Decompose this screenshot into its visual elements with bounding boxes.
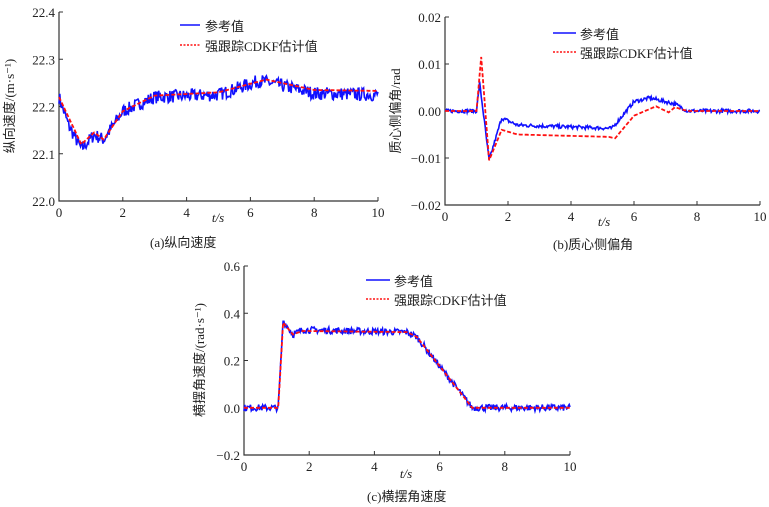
x-tick-label: 2	[505, 209, 512, 224]
y-tick-label: 22.0	[32, 194, 55, 209]
x-tick-label: 10	[564, 459, 577, 474]
series-reference-line	[58, 74, 379, 151]
x-tick-label: 6	[436, 459, 443, 474]
x-tick-label: 8	[502, 459, 509, 474]
series-estimate-line	[445, 56, 760, 161]
y-tick-label: 0.02	[418, 10, 441, 25]
y-tick-label: 0.4	[224, 306, 241, 321]
series-reference-line	[243, 320, 571, 415]
y-tick-label: −0.01	[411, 151, 441, 166]
caption-a: (a)纵向速度	[150, 235, 217, 250]
legend-c-estimate: 强跟踪CDKF估计值	[394, 293, 507, 308]
series-estimate-line	[244, 320, 570, 409]
legend-b-estimate: 强跟踪CDKF估计值	[580, 46, 693, 61]
y-tick-label: 0.01	[418, 57, 441, 72]
y-tick-label: −0.2	[216, 448, 240, 463]
x-tick-label: 4	[371, 459, 378, 474]
y-axis-label: 质心侧偏角/rad	[388, 68, 403, 154]
y-tick-label: 22.2	[32, 100, 55, 115]
y-tick-label: 0.2	[224, 354, 240, 369]
x-tick-label: 10	[754, 209, 767, 224]
x-tick-label: 2	[306, 459, 313, 474]
x-tick-label: 4	[183, 205, 190, 220]
x-tick-label: 0	[56, 205, 63, 220]
y-tick-label: 22.1	[32, 147, 55, 162]
y-tick-label: 0.00	[418, 104, 441, 119]
caption-c: (c)横摆角速度	[367, 489, 447, 504]
x-tick-label: 8	[694, 209, 701, 224]
y-tick-label: 22.3	[32, 52, 55, 67]
x-tick-label: 4	[568, 209, 575, 224]
x-tick-label: 6	[631, 209, 638, 224]
x-tick-label: 0	[442, 209, 449, 224]
y-axis-label: 横摆角速度/(rad·s⁻¹)	[192, 303, 207, 417]
y-tick-label: 0.0	[224, 401, 240, 416]
legend-c-reference: 参考值	[394, 274, 434, 289]
x-tick-label: 6	[247, 205, 254, 220]
y-axis-label: 纵向速度/(m·s⁻¹)	[2, 59, 17, 154]
x-axis-label: t/s	[212, 210, 224, 225]
chart-b: 0 2 4 6 8 10 −0.02 −0.01 0.00 0.01 0.02 t/s 质心侧偏角/ra…	[388, 10, 767, 229]
series-reference-line	[444, 81, 761, 160]
y-tick-label: 0.6	[224, 259, 241, 274]
x-tick-label: 0	[241, 459, 248, 474]
x-axis-label: t/s	[598, 214, 610, 229]
x-tick-label: 2	[120, 205, 127, 220]
series-estimate-line	[58, 78, 378, 146]
caption-b: (b)质心侧偏角	[553, 237, 634, 252]
legend-a-estimate: 强跟踪CDKF估计值	[205, 39, 318, 54]
y-tick-label: −0.02	[411, 198, 441, 213]
x-tick-label: 8	[311, 205, 318, 220]
legend-a-reference: 参考值	[205, 19, 245, 34]
legend-b-reference: 参考值	[580, 27, 620, 42]
chart-c: 0 2 4 6 8 10 −0.2 0.0 0.2 0.4 0.6 t/s 横摆角速度/(rad·s⁻¹…	[192, 259, 577, 481]
x-tick-label: 10	[372, 205, 385, 220]
y-tick-label: 22.4	[32, 5, 55, 20]
chart-a: 0 2 4 6 8 10 22.0 22.1 22.2 22.3 22.4 t/s 纵向速度/(m·s⁻…	[2, 5, 385, 225]
x-axis-label: t/s	[400, 466, 412, 481]
